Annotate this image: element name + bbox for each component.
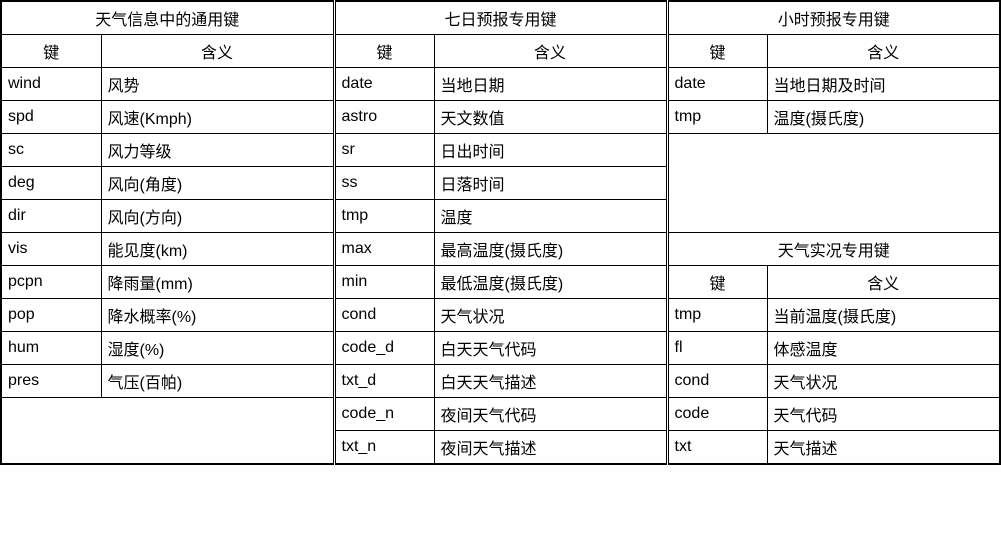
col-header-key: 键 xyxy=(667,35,767,68)
cell-val: 降雨量(mm) xyxy=(101,266,334,299)
col-header-val: 含义 xyxy=(101,35,334,68)
cell-key: tmp xyxy=(667,101,767,134)
cell-key: sr xyxy=(334,134,434,167)
cell-key: pres xyxy=(1,365,101,398)
cell-val: 风向(方向) xyxy=(101,200,334,233)
cell-key: spd xyxy=(1,101,101,134)
table-row: pop 降水概率(%) cond 天气状况 tmp 当前温度(摄氏度) xyxy=(1,299,1000,332)
cell-val: 体感温度 xyxy=(767,332,1000,365)
cell-key: vis xyxy=(1,233,101,266)
cell-val: 湿度(%) xyxy=(101,332,334,365)
cell-val: 日出时间 xyxy=(434,134,667,167)
cell-key: txt_n xyxy=(334,431,434,465)
cell-val: 当地日期及时间 xyxy=(767,68,1000,101)
table-row: spd 风速(Kmph) astro 天文数值 tmp 温度(摄氏度) xyxy=(1,101,1000,134)
cell-key: tmp xyxy=(667,299,767,332)
col-header-val: 含义 xyxy=(767,266,1000,299)
cell-key: pop xyxy=(1,299,101,332)
empty-cell xyxy=(667,134,1000,233)
weather-keys-table: 天气信息中的通用键 七日预报专用键 小时预报专用键 键 含义 键 含义 键 含义… xyxy=(0,0,1001,465)
table-wrapper: 天气信息中的通用键 七日预报专用键 小时预报专用键 键 含义 键 含义 键 含义… xyxy=(0,0,1001,465)
table-row: wind 风势 date 当地日期 date 当地日期及时间 xyxy=(1,68,1000,101)
col-header-val: 含义 xyxy=(767,35,1000,68)
table-row: hum 湿度(%) code_d 白天天气代码 fl 体感温度 xyxy=(1,332,1000,365)
col-header-key: 键 xyxy=(1,35,101,68)
table-row: vis 能见度(km) max 最高温度(摄氏度) 天气实况专用键 xyxy=(1,233,1000,266)
cell-val: 夜间天气描述 xyxy=(434,431,667,465)
cell-key: date xyxy=(667,68,767,101)
cell-val: 天气状况 xyxy=(767,365,1000,398)
cell-val: 降水概率(%) xyxy=(101,299,334,332)
cell-val: 天气描述 xyxy=(767,431,1000,465)
cell-key: txt_d xyxy=(334,365,434,398)
section-title-now: 天气实况专用键 xyxy=(667,233,1000,266)
cell-val: 能见度(km) xyxy=(101,233,334,266)
section-title-daily: 七日预报专用键 xyxy=(334,1,667,35)
cell-key: txt xyxy=(667,431,767,465)
cell-key: deg xyxy=(1,167,101,200)
cell-key: astro xyxy=(334,101,434,134)
cell-val: 风势 xyxy=(101,68,334,101)
cell-key: wind xyxy=(1,68,101,101)
cell-key: max xyxy=(334,233,434,266)
cell-val: 温度(摄氏度) xyxy=(767,101,1000,134)
cell-val: 日落时间 xyxy=(434,167,667,200)
section-title-common: 天气信息中的通用键 xyxy=(1,1,334,35)
cell-val: 温度 xyxy=(434,200,667,233)
cell-val: 夜间天气代码 xyxy=(434,398,667,431)
cell-key: tmp xyxy=(334,200,434,233)
cell-key: code xyxy=(667,398,767,431)
cell-val: 天文数值 xyxy=(434,101,667,134)
section-title-hourly: 小时预报专用键 xyxy=(667,1,1000,35)
cell-val: 天气代码 xyxy=(767,398,1000,431)
cell-key: sc xyxy=(1,134,101,167)
cell-val: 风向(角度) xyxy=(101,167,334,200)
cell-key: hum xyxy=(1,332,101,365)
cell-val: 最低温度(摄氏度) xyxy=(434,266,667,299)
cell-key: pcpn xyxy=(1,266,101,299)
empty-cell xyxy=(1,398,334,465)
table-row: 天气信息中的通用键 七日预报专用键 小时预报专用键 xyxy=(1,1,1000,35)
cell-val: 风力等级 xyxy=(101,134,334,167)
table-row: pres 气压(百帕) txt_d 白天天气描述 cond 天气状况 xyxy=(1,365,1000,398)
cell-val: 天气状况 xyxy=(434,299,667,332)
cell-key: dir xyxy=(1,200,101,233)
cell-key: code_n xyxy=(334,398,434,431)
cell-val: 白天天气代码 xyxy=(434,332,667,365)
cell-val: 气压(百帕) xyxy=(101,365,334,398)
table-row: code_n 夜间天气代码 code 天气代码 xyxy=(1,398,1000,431)
cell-val: 最高温度(摄氏度) xyxy=(434,233,667,266)
col-header-key: 键 xyxy=(334,35,434,68)
table-row: sc 风力等级 sr 日出时间 xyxy=(1,134,1000,167)
cell-key: cond xyxy=(667,365,767,398)
cell-val: 白天天气描述 xyxy=(434,365,667,398)
cell-key: fl xyxy=(667,332,767,365)
col-header-val: 含义 xyxy=(434,35,667,68)
cell-key: code_d xyxy=(334,332,434,365)
table-row: 键 含义 键 含义 键 含义 xyxy=(1,35,1000,68)
cell-val: 当地日期 xyxy=(434,68,667,101)
col-header-key: 键 xyxy=(667,266,767,299)
cell-key: ss xyxy=(334,167,434,200)
cell-key: min xyxy=(334,266,434,299)
cell-val: 风速(Kmph) xyxy=(101,101,334,134)
cell-val: 当前温度(摄氏度) xyxy=(767,299,1000,332)
cell-key: cond xyxy=(334,299,434,332)
cell-key: date xyxy=(334,68,434,101)
table-row: pcpn 降雨量(mm) min 最低温度(摄氏度) 键 含义 xyxy=(1,266,1000,299)
